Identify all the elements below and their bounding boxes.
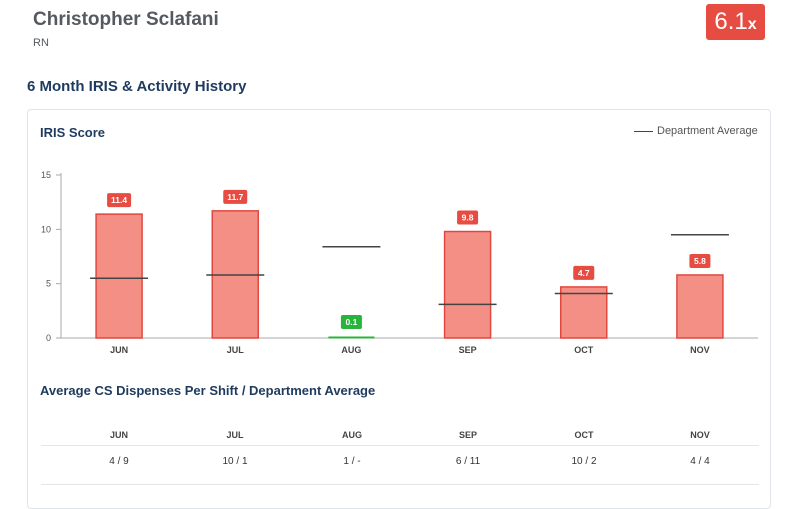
value-label: 5.8 [694, 256, 706, 266]
value-label-pill [573, 265, 595, 280]
table-row: 4 / 9 10 / 1 1 / - 6 / 11 10 / 2 4 / 4 [41, 456, 759, 476]
table-header-cell: NOV [690, 430, 710, 440]
x-tick-label: SEP [459, 345, 477, 355]
y-tick-label: 0 [46, 333, 51, 343]
value-label: 9.8 [462, 213, 474, 223]
value-label-pill [689, 253, 711, 268]
bar [443, 230, 492, 339]
x-tick-label: JUL [227, 345, 245, 355]
table-header-cell: OCT [574, 430, 594, 440]
legend-label: Department Average [657, 125, 758, 137]
value-label-pill [223, 189, 248, 204]
table-cell: 4 / 4 [690, 456, 710, 467]
table-cell: 6 / 11 [455, 456, 481, 467]
y-tick-label: 10 [41, 224, 51, 234]
bar [676, 274, 724, 339]
table-row-divider [41, 484, 759, 485]
y-tick-label: 5 [46, 279, 51, 289]
x-tick-label: OCT [574, 345, 594, 355]
table-title: Average CS Dispenses Per Shift / Departm… [40, 383, 376, 398]
bar [560, 286, 608, 339]
history-card [27, 109, 771, 509]
bar [95, 213, 143, 339]
section-title: 6 Month IRIS & Activity History [27, 78, 247, 95]
chart-legend: Department Average [634, 125, 758, 137]
value-label: 11.7 [227, 192, 243, 202]
legend-line-icon [634, 130, 653, 132]
employee-name: Christopher Sclafani [33, 9, 219, 30]
value-label: 0.1 [346, 317, 358, 327]
iris-score-suffix: x [747, 16, 757, 33]
table-header-row: JUN JUL AUG SEP OCT NOV [41, 430, 759, 450]
value-label: 4.7 [578, 268, 590, 278]
table-header-cell: AUG [342, 430, 362, 440]
iris-score-badge: 6.1x [706, 4, 765, 40]
table-cell: 10 / 2 [571, 456, 597, 467]
table-header-divider [41, 445, 759, 446]
table-cell: 1 / - [343, 456, 361, 467]
y-tick-label: 15 [41, 170, 51, 180]
x-tick-label: NOV [690, 345, 710, 355]
table-cell: 10 / 1 [222, 456, 248, 467]
table-header-cell: JUN [109, 430, 128, 440]
table-header-cell: SEP [458, 430, 477, 440]
x-tick-label: JUN [110, 345, 128, 355]
value-label-pill [107, 193, 132, 208]
value-label-pill [340, 315, 362, 329]
iris-score-value: 6.1 [714, 8, 748, 35]
value-label-pill [457, 210, 479, 225]
chart-title: IRIS Score [40, 125, 106, 140]
employee-role: RN [33, 37, 49, 49]
table-cell: 4 / 9 [109, 456, 129, 467]
table-header-cell: JUL [226, 430, 244, 440]
value-label: 11.4 [111, 195, 127, 205]
iris-bar-chart: 0 5 10 15 11.4 JUN 11.7 JUL 0.1 AUG 9.8 SEP 4.7 OCT 5.… [41, 170, 758, 355]
x-tick-label: AUG [341, 345, 361, 355]
